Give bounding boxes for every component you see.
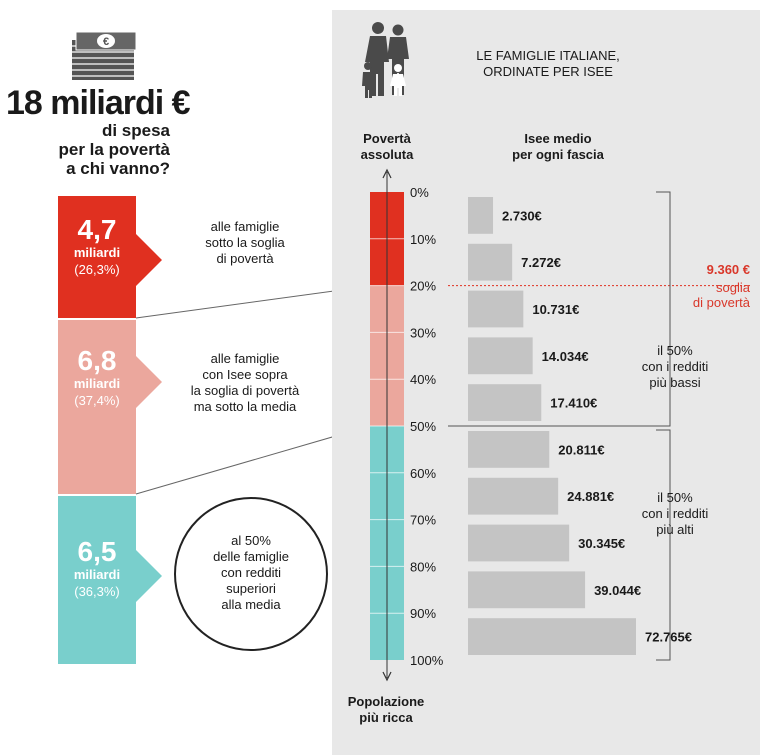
isee-bar-label: 24.881€ <box>567 489 614 504</box>
tick-label: 0% <box>410 185 429 200</box>
tick-label: 10% <box>410 232 436 247</box>
tick-label: 90% <box>410 606 436 621</box>
isee-bar-label: 20.811€ <box>558 442 604 457</box>
category-block-3 <box>58 496 162 664</box>
isee-bar <box>468 197 494 234</box>
tick-label: 40% <box>410 372 436 387</box>
axis-up-arrow-icon <box>382 168 392 179</box>
category-3-value: 6,5 <box>77 536 117 567</box>
isee-bar-label: 10.731€ <box>532 302 579 317</box>
isee-bar-label: 39.044€ <box>594 583 641 598</box>
tick-label: 60% <box>410 466 436 481</box>
connector-line-2 <box>135 436 332 495</box>
tick-label: 80% <box>410 559 436 574</box>
isee-bar <box>468 524 570 562</box>
isee-bar <box>468 290 524 328</box>
category-1-pct: (26,3%) <box>74 262 120 277</box>
isee-bar <box>468 337 533 375</box>
category-2-text: 6,8 miliardi (37,4%) <box>58 346 136 410</box>
isee-bar <box>468 618 636 655</box>
isee-column-header: Isee medio per ogni fascia <box>512 131 604 162</box>
connector-line-1 <box>135 290 332 319</box>
threshold-label: soglia di povertà <box>692 280 750 310</box>
category-block-1 <box>58 196 162 318</box>
highlight-circle <box>174 497 328 651</box>
category-3-unit: miliardi <box>73 567 121 582</box>
headline-subtitle: di spesa per la povertà a chi vanno? <box>58 121 171 178</box>
category-1-value: 4,7 <box>77 214 117 245</box>
isee-bar-label: 2.730€ <box>502 208 542 223</box>
isee-bar-label: 14.034€ <box>542 349 589 364</box>
isee-bar-label: 7.272€ <box>521 255 561 270</box>
brace-label-upper-half: il 50% con i redditi più alti <box>641 490 709 537</box>
tick-label: 50% <box>410 419 436 434</box>
category-1-text: 4,7 miliardi (26,3%) <box>58 215 136 279</box>
money-stack-icon: € <box>72 31 137 80</box>
category-2-description: alle famiglie con Isee sopra la soglia d… <box>190 351 300 414</box>
axis-down-arrow-icon <box>382 671 392 682</box>
tick-label: 70% <box>410 513 436 528</box>
category-block-2 <box>58 320 162 494</box>
category-3-description: al 50% delle famiglie con redditi superi… <box>213 533 289 612</box>
category-2-value: 6,8 <box>77 345 117 376</box>
headline-amount: 18 miliardi € <box>6 84 191 122</box>
tick-label: 100% <box>410 653 444 668</box>
svg-text:€: € <box>103 36 109 48</box>
panel-title: LE FAMIGLIE ITALIANE, ORDINATE PER ISEE <box>476 48 620 79</box>
isee-bar-label: 30.345€ <box>578 536 625 551</box>
category-1-unit: miliardi <box>73 245 121 260</box>
category-1-description: alle famiglie sotto la soglia di povertà <box>205 219 285 266</box>
tick-label: 30% <box>410 325 436 340</box>
category-3-pct: (36,3%) <box>74 584 120 599</box>
isee-bar <box>468 431 550 468</box>
isee-bar-label: 17.410€ <box>550 396 597 411</box>
poverty-column-header: Povertà assoluta <box>360 131 414 162</box>
family-icon <box>362 22 409 98</box>
brace-label-lower-half: il 50% con i redditi più bassi <box>641 343 709 390</box>
brace-upper-half <box>656 429 671 661</box>
category-blocks <box>58 196 332 664</box>
isee-bar <box>468 243 513 281</box>
threshold-value: 9.360 € <box>706 262 750 277</box>
isee-bar <box>468 571 586 609</box>
isee-bar <box>468 384 542 421</box>
isee-bar <box>468 477 559 515</box>
isee-bar-label: 72.765€ <box>645 630 692 645</box>
bottom-label: Popolazione più ricca <box>347 694 425 725</box>
category-3-text: 6,5 miliardi (36,3%) <box>58 537 136 601</box>
category-2-pct: (37,4%) <box>74 393 120 408</box>
category-2-unit: miliardi <box>73 376 121 391</box>
tick-label: 20% <box>410 279 436 294</box>
